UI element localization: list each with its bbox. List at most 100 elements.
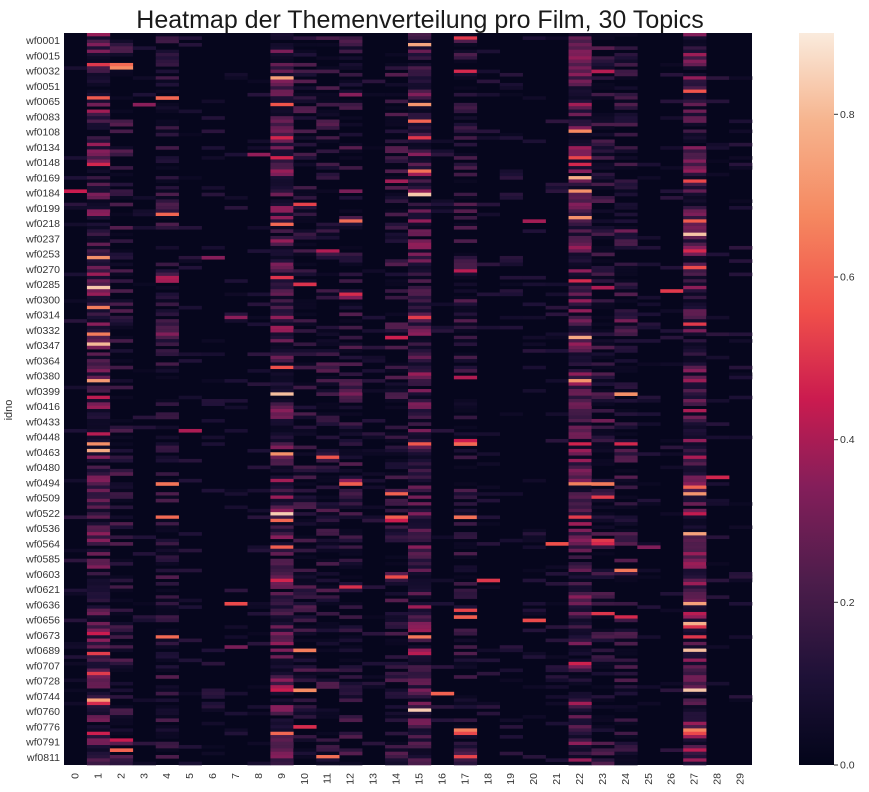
heatmap-cell xyxy=(591,748,615,752)
heatmap-cell xyxy=(293,299,317,303)
heatmap-cell xyxy=(224,152,248,157)
heatmap-cell xyxy=(591,492,615,496)
heatmap-cell xyxy=(408,319,432,323)
heatmap-cell xyxy=(706,355,730,360)
heatmap-cell xyxy=(499,735,523,739)
heatmap-cell xyxy=(408,711,432,716)
heatmap-cell xyxy=(293,342,317,347)
heatmap-cell xyxy=(109,279,134,283)
heatmap-cell xyxy=(86,748,111,752)
heatmap-cell xyxy=(408,379,432,383)
heatmap-cell xyxy=(591,598,615,603)
heatmap-cell xyxy=(637,701,661,706)
heatmap-cell xyxy=(109,485,134,490)
heatmap-cell xyxy=(453,352,478,357)
heatmap-cell xyxy=(224,312,248,317)
y-tick-label: wf0448 xyxy=(25,432,60,444)
heatmap-cell xyxy=(247,369,271,373)
heatmap-cell xyxy=(568,392,592,396)
heatmap-cell xyxy=(316,588,340,593)
heatmap-cell xyxy=(568,518,592,523)
y-tick-label: wf0707 xyxy=(25,660,60,672)
heatmap-cell xyxy=(545,582,569,586)
heatmap-cell xyxy=(522,282,546,287)
heatmap-cell xyxy=(591,275,615,280)
heatmap-cell xyxy=(201,701,225,706)
heatmap-cell xyxy=(660,189,684,194)
heatmap-cell xyxy=(683,222,707,227)
heatmap-cell xyxy=(568,695,592,699)
heatmap-cell xyxy=(64,206,88,210)
heatmap-cell xyxy=(568,142,592,147)
x-tick-label: 16 xyxy=(436,773,448,785)
heatmap-cell xyxy=(293,142,317,147)
heatmap-cell xyxy=(453,319,478,323)
heatmap-cell xyxy=(453,259,478,263)
heatmap-cell xyxy=(339,295,363,300)
y-tick-label: wf0760 xyxy=(25,706,60,718)
heatmap-cell xyxy=(270,162,294,167)
heatmap-cell xyxy=(568,601,592,606)
heatmap-cell xyxy=(385,475,409,480)
heatmap-cell xyxy=(637,362,661,367)
heatmap-cell xyxy=(385,369,409,373)
heatmap-cell xyxy=(178,132,202,137)
heatmap-cell xyxy=(408,432,432,436)
heatmap-cell xyxy=(408,189,432,194)
heatmap-cell xyxy=(109,635,134,639)
heatmap-cell xyxy=(155,319,179,323)
heatmap-cell xyxy=(155,442,179,446)
heatmap-cell xyxy=(86,33,111,37)
heatmap-cell xyxy=(408,259,432,263)
heatmap-cell xyxy=(683,179,707,184)
heatmap-cell xyxy=(614,631,638,636)
heatmap-cell xyxy=(155,402,179,406)
heatmap-cell xyxy=(339,122,363,127)
heatmap-cell xyxy=(683,36,707,40)
y-tick-label: wf0399 xyxy=(25,386,60,398)
heatmap-cell xyxy=(178,568,202,573)
heatmap-cell xyxy=(155,588,179,593)
heatmap-cell xyxy=(86,515,111,520)
heatmap-cell xyxy=(270,402,294,406)
heatmap-cell xyxy=(683,196,707,200)
heatmap-cell xyxy=(683,59,707,64)
heatmap-cell xyxy=(339,488,363,493)
heatmap-cell xyxy=(339,462,363,466)
heatmap-cell xyxy=(614,349,638,353)
heatmap-cell xyxy=(683,39,707,44)
heatmap-cell xyxy=(408,418,432,423)
heatmap-cell xyxy=(385,272,409,277)
heatmap-cell xyxy=(293,578,317,583)
heatmap-cell xyxy=(86,522,111,526)
heatmap-cell xyxy=(86,591,111,596)
heatmap-cell xyxy=(86,698,111,703)
heatmap-cell xyxy=(614,485,638,490)
heatmap-cell xyxy=(568,615,592,619)
heatmap-cell xyxy=(614,389,638,393)
heatmap-cell xyxy=(385,448,409,453)
heatmap-cell xyxy=(293,96,317,100)
heatmap-cell xyxy=(568,648,592,653)
heatmap-cell xyxy=(683,245,707,250)
heatmap-cell xyxy=(316,369,340,373)
heatmap-cell xyxy=(568,508,592,513)
heatmap-cell xyxy=(408,302,432,307)
heatmap-cell xyxy=(155,542,179,546)
heatmap-cell xyxy=(109,535,134,540)
heatmap-cell xyxy=(591,715,615,719)
heatmap-cell xyxy=(408,239,432,243)
heatmap-cell xyxy=(706,645,730,649)
heatmap-cell xyxy=(270,731,294,736)
heatmap-cell xyxy=(591,628,615,633)
heatmap-cell xyxy=(706,172,730,177)
heatmap-cell xyxy=(270,415,294,420)
heatmap-cell xyxy=(362,355,386,360)
heatmap-cell xyxy=(683,532,707,536)
heatmap-cell xyxy=(86,718,111,723)
heatmap-cell xyxy=(568,412,592,416)
heatmap-cell xyxy=(591,285,615,290)
heatmap-cell xyxy=(339,36,363,40)
heatmap-cell xyxy=(155,525,179,530)
heatmap-cell xyxy=(109,608,134,613)
